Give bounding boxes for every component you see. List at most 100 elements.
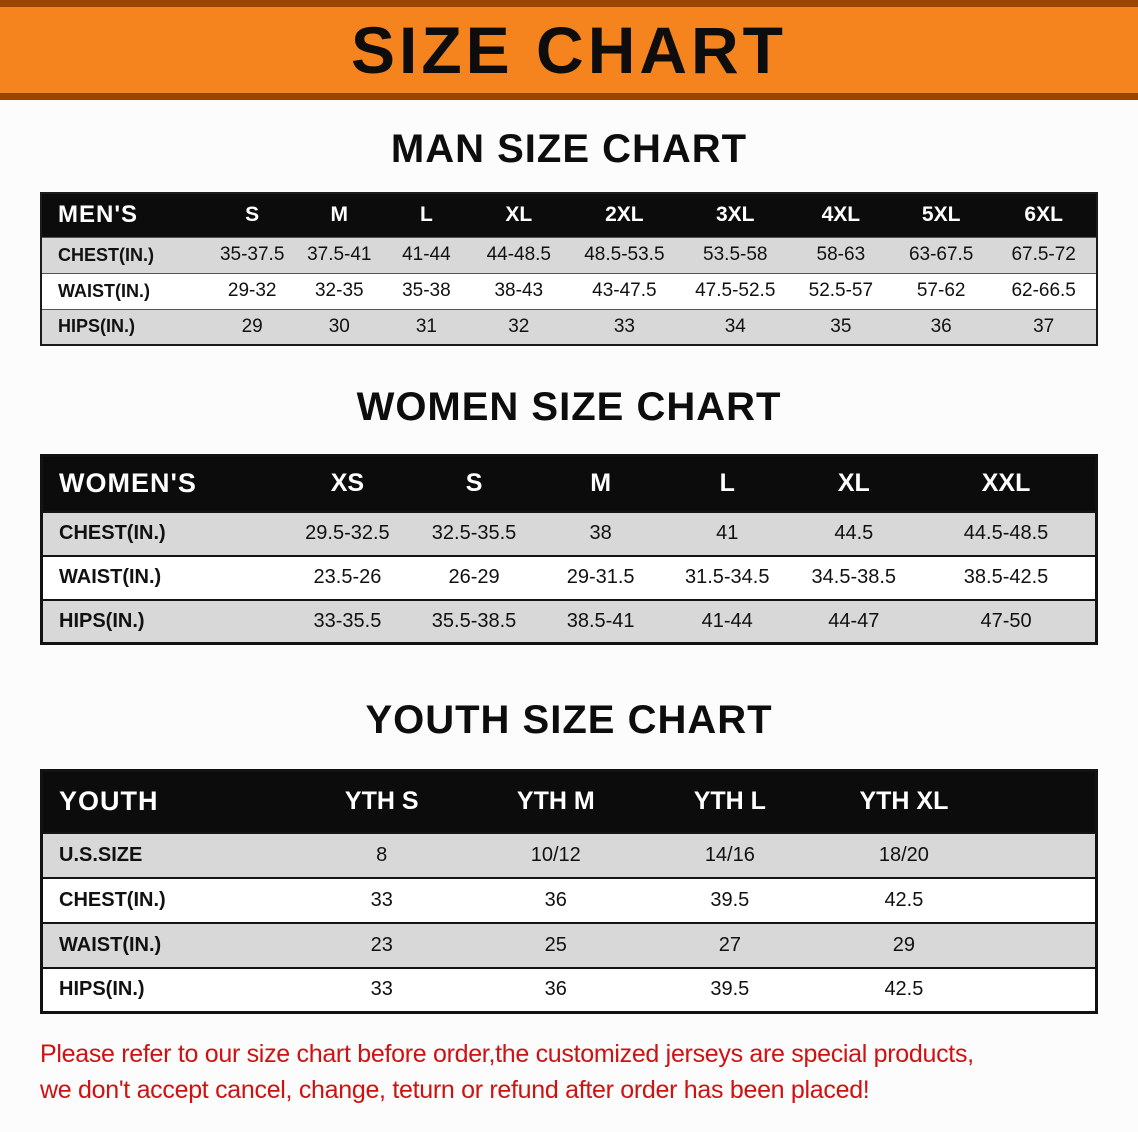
size-value-cell: 38.5-42.5 [963, 566, 1049, 588]
size-value-cell: 47.5-52.5 [695, 280, 776, 301]
disclaimer-line-2: we don't accept cancel, change, teturn o… [40, 1076, 870, 1105]
size-value-cell: 47-50 [980, 609, 1032, 632]
title-banner: SIZE CHART [0, 0, 1138, 100]
size-column-header: 6XL [1024, 203, 1063, 227]
size-column-header: S [245, 203, 260, 227]
size-value-cell: 33-35.5 [313, 609, 382, 632]
size-value-cell: 42.5 [884, 978, 924, 1001]
size-value-cell: 31 [415, 315, 437, 337]
size-value-cell: 63-67.5 [908, 244, 974, 265]
size-value-cell: 29-32 [227, 280, 277, 301]
size-column-header: YTH XL [859, 787, 949, 816]
youth-section: YOUTH SIZE CHART YOUTH YTH S YTH M YTH L… [0, 697, 1138, 1014]
size-value-cell: 57-62 [916, 280, 966, 301]
size-value-cell: 38-43 [494, 280, 544, 301]
men-size-table: MEN'S S M L XL 2XL 3XL 4XL 5XL 6XL CHEST… [40, 192, 1098, 346]
size-value-cell: 31.5-34.5 [684, 566, 770, 588]
size-column-header: L [419, 203, 433, 227]
spacer-cell [991, 968, 1097, 1013]
youth-hips-row: HIPS(IN.) 33 36 39.5 42.5 [41, 967, 1097, 1013]
size-value-cell: 29.5-32.5 [305, 522, 390, 544]
men-hips-row: HIPS(IN.) 29 30 31 32 33 34 35 36 37 [41, 309, 1097, 345]
size-value-cell: 44.5-48.5 [963, 522, 1049, 544]
size-value-cell: 29-31.5 [566, 566, 635, 588]
size-value-cell: 53.5-58 [703, 244, 768, 265]
size-value-cell: 29 [241, 315, 263, 337]
spacer-cell [991, 833, 1097, 878]
youth-table-title: YOUTH [59, 786, 159, 817]
size-column-header: YTH L [693, 787, 766, 816]
size-value-cell: 43-47.5 [592, 280, 657, 301]
row-label-cell: CHEST(IN.) [59, 522, 166, 544]
size-column-header: 4XL [821, 203, 861, 227]
size-value-cell: 36 [544, 888, 567, 911]
row-label-cell: HIPS(IN.) [58, 316, 136, 337]
size-value-cell: 35-37.5 [219, 244, 285, 265]
size-value-cell: 44-47 [828, 609, 880, 632]
size-value-cell: 34 [724, 315, 746, 337]
size-value-cell: 33 [370, 888, 393, 911]
row-label-cell: U.S.SIZE [59, 843, 143, 866]
youth-header-row: YOUTH YTH S YTH M YTH L YTH XL [41, 770, 1097, 833]
youth-chest-row: CHEST(IN.) 33 36 39.5 42.5 [41, 877, 1097, 923]
size-column-header: L [719, 469, 735, 498]
women-size-table: WOMEN'S XS S M L XL XXL CHEST(IN.) 29.5-… [40, 454, 1098, 645]
size-chart-page: SIZE CHART MAN SIZE CHART MEN'S S M L XL… [0, 0, 1138, 1109]
men-section-heading: MAN SIZE CHART [390, 127, 748, 171]
size-value-cell: 35 [830, 315, 852, 337]
size-value-cell: 62-66.5 [1011, 280, 1076, 301]
youth-section-heading: YOUTH SIZE CHART [365, 698, 773, 742]
size-value-cell: 27 [718, 933, 741, 956]
size-column-header: S [465, 469, 483, 498]
size-value-cell: 26-29 [448, 566, 500, 588]
row-label-cell: HIPS(IN.) [59, 978, 145, 1001]
women-table-title: WOMEN'S [59, 468, 197, 499]
size-value-cell: 23 [370, 933, 393, 956]
spacer-cell [991, 771, 1097, 833]
size-value-cell: 29 [892, 933, 916, 956]
spacer-cell [991, 923, 1097, 968]
men-waist-row: WAIST(IN.) 29-32 32-35 35-38 38-43 43-47… [41, 273, 1097, 309]
size-value-cell: 25 [544, 933, 567, 956]
size-value-cell: 18/20 [878, 843, 929, 866]
youth-size-table: YOUTH YTH S YTH M YTH L YTH XL U.S.SIZE … [40, 769, 1098, 1014]
size-value-cell: 41-44 [402, 244, 451, 265]
size-value-cell: 44-48.5 [486, 244, 552, 265]
women-header-row: WOMEN'S XS S M L XL XXL [41, 455, 1097, 512]
size-value-cell: 52.5-57 [808, 280, 874, 301]
size-value-cell: 38.5-41 [566, 609, 635, 632]
disclaimer-note: Please refer to our size chart before or… [40, 1036, 1106, 1109]
size-value-cell: 35-38 [402, 280, 451, 301]
row-label-cell: CHEST(IN.) [58, 244, 154, 265]
size-value-cell: 67.5-72 [1011, 244, 1076, 265]
row-label-cell: WAIST(IN.) [58, 280, 150, 301]
size-column-header: M [330, 203, 349, 227]
page-title: SIZE CHART [351, 13, 787, 87]
spacer-cell [991, 878, 1097, 923]
size-value-cell: 44.5 [834, 522, 874, 544]
size-value-cell: 34.5-38.5 [811, 566, 897, 588]
women-section-heading: WOMEN SIZE CHART [356, 385, 782, 429]
size-value-cell: 35.5-38.5 [431, 609, 517, 632]
men-table-title: MEN'S [58, 201, 139, 229]
size-value-cell: 37 [1033, 315, 1055, 337]
size-column-header: XS [330, 469, 365, 498]
size-column-header: XL [505, 203, 533, 227]
size-value-cell: 8 [376, 843, 388, 866]
size-value-cell: 23.5-26 [313, 566, 382, 588]
size-value-cell: 39.5 [710, 888, 750, 911]
size-value-cell: 42.5 [884, 888, 924, 911]
size-column-header: M [590, 469, 612, 498]
women-chest-row: CHEST(IN.) 29.5-32.5 32.5-35.5 38 41 44.… [41, 511, 1097, 556]
size-value-cell: 30 [328, 315, 350, 337]
size-value-cell: 33 [613, 315, 635, 337]
size-column-header: YTH M [516, 787, 595, 816]
women-hips-row: HIPS(IN.) 33-35.5 35.5-38.5 38.5-41 41-4… [41, 599, 1097, 644]
size-value-cell: 48.5-53.5 [584, 244, 665, 265]
size-column-header: XL [837, 469, 870, 498]
row-label-cell: HIPS(IN.) [59, 609, 145, 632]
size-value-cell: 32 [508, 315, 530, 337]
size-value-cell: 37.5-41 [307, 244, 372, 265]
women-section: WOMEN SIZE CHART WOMEN'S XS S M L XL XXL [0, 384, 1138, 645]
size-value-cell: 39.5 [710, 978, 750, 1001]
